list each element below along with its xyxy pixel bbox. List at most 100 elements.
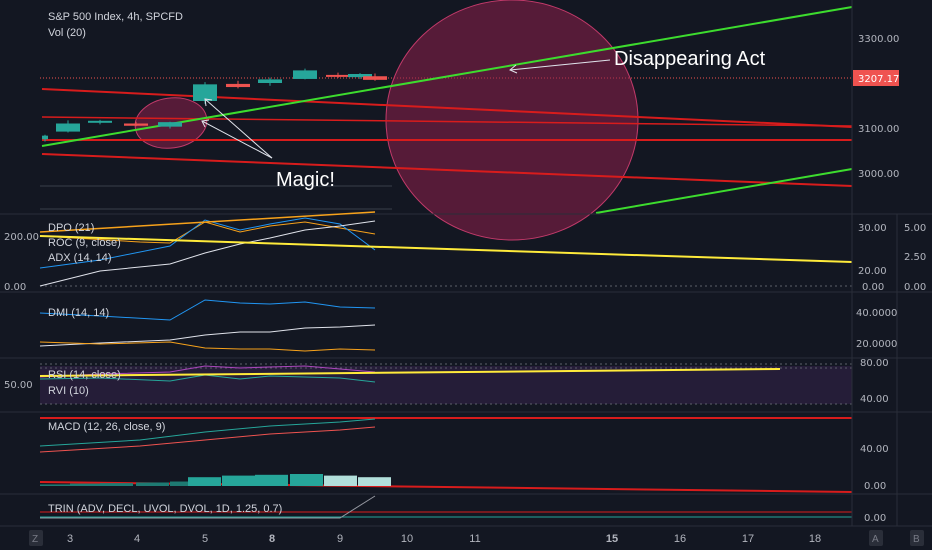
macd-label: MACD (12, 26, close, 9) [48,421,165,433]
red-trendline-lower [41,153,853,187]
macd-tick: 40.00 [860,444,889,455]
arrow-head [201,119,210,128]
time-tick: 17 [742,533,754,545]
histogram-bar [40,484,73,486]
adx-line [39,220,376,287]
candle [158,122,182,127]
candlestick-series [42,68,387,142]
yellow-trendline [39,235,853,263]
time-tick: 15 [606,533,618,545]
histogram-bar [255,474,288,486]
arrow-head [509,64,518,74]
disappearing-ellipse [385,0,639,241]
time-ticks: 3 4 5 8 9 10 11 15 16 17 18 [67,533,821,545]
auto-scale-button[interactable] [869,530,883,546]
dpo-label: DPO (21) [48,222,94,234]
osc-tick: 30.00 [858,223,887,234]
candle [124,123,148,126]
osc-tick: 20.00 [858,266,887,277]
time-axis[interactable]: 3 4 5 8 9 10 11 15 16 17 18 Z A B [0,525,932,550]
histogram-bar [188,477,221,486]
candle [363,76,387,80]
time-tick: 5 [202,533,208,545]
trin-line [40,495,376,519]
adx-label: ADX (14, 14) [48,252,112,264]
volume-legend: Vol (20) [48,27,86,39]
candle [56,123,80,132]
price-pane[interactable]: Disappearing Act Magic! S&P 500 Index, 4… [40,0,853,241]
rsi-line [39,365,376,378]
histogram-bar [290,474,323,486]
annotation-magic: Magic! [276,169,335,191]
dpo-line [39,217,376,269]
histogram-bar [100,483,133,486]
macd-line [39,418,376,447]
red-trendline-mid [41,116,853,127]
histogram-bar [170,481,203,486]
scale-mode-button[interactable] [910,530,924,546]
arrow-line [509,59,611,71]
osc-tick-far: 0.00 [904,282,926,293]
price-tick: 3300.00 [858,34,899,45]
candle [193,84,217,101]
macd-histogram [40,474,391,486]
osc-tick: 0.00 [862,282,884,293]
dmi-adx-line [39,324,376,347]
osc-tick-far: 2.50 [904,252,926,263]
dmi-plus-line [39,299,376,321]
histogram-bar [136,482,169,486]
arrow-line [201,120,273,159]
trin-pane[interactable]: TRIN (ADV, DECL, UVOL, DVOL, 1D, 1.25, 0… [0,493,932,519]
dmi-tick: 40.0000 [856,308,897,319]
candle [348,74,372,78]
price-tick: 3000.00 [858,169,899,180]
candle [293,70,317,79]
rsi-label: RSI (14, close) [48,369,121,381]
macd-tick: 0.00 [864,481,886,492]
time-tick: 4 [134,533,140,545]
time-tick: 11 [469,533,480,545]
time-tick: 8 [269,533,275,545]
symbol-title: S&P 500 Index, 4h, SPCFD [48,11,183,23]
red-trendline-upper [41,88,853,128]
rsi-tick: 40.00 [860,394,889,405]
last-price-badge [853,70,899,86]
time-tick: 3 [67,533,73,545]
rsi-pane[interactable]: RSI (14, close) RVI (10) 50.00 [0,357,932,405]
histogram-bar [324,475,357,486]
trin-tick: 0.00 [864,513,886,524]
dmi-tick: 20.0000 [856,339,897,350]
time-tick: 16 [674,533,686,545]
candle [88,120,112,123]
time-axis-bg [0,526,932,550]
candle [326,74,350,77]
rvi-line [39,374,376,383]
roc-label: ROC (9, close) [48,237,121,249]
last-price-text: 3207.17 [858,74,899,85]
price-axis[interactable]: 3300.00 3100.00 3000.00 3207.17 30.00 20… [851,0,926,526]
annotation-disappearing-act: Disappearing Act [614,48,766,70]
trin-label: TRIN (ADV, DECL, UVOL, DVOL, 1D, 1.25, 0… [48,503,282,515]
time-tick: 10 [401,533,413,545]
histogram-bar [222,475,255,486]
left-tick: 50.00 [4,380,33,391]
orange-trendline [39,211,376,233]
rvi-label: RVI (10) [48,385,89,397]
candle [258,79,282,83]
histogram-bar [70,483,103,486]
price-tick: 3100.00 [858,124,899,135]
macd-pane[interactable]: MACD (12, 26, close, 9) [0,411,932,493]
candle [226,83,250,88]
oscillator-pane[interactable]: DPO (21) ROC (9, close) ADX (14, 14) 200… [0,211,932,293]
histogram-bar [358,477,391,486]
roc-line [39,221,376,244]
dmi-pane[interactable]: DMI (14, 14) [0,291,932,352]
left-tick: 0.00 [4,282,26,293]
scroll-left-button[interactable] [29,530,43,546]
signal-line [39,426,376,453]
candle [42,135,48,140]
osc-tick-far: 5.00 [904,223,926,234]
dmi-minus-line [39,341,376,352]
arrow-head [204,98,213,107]
